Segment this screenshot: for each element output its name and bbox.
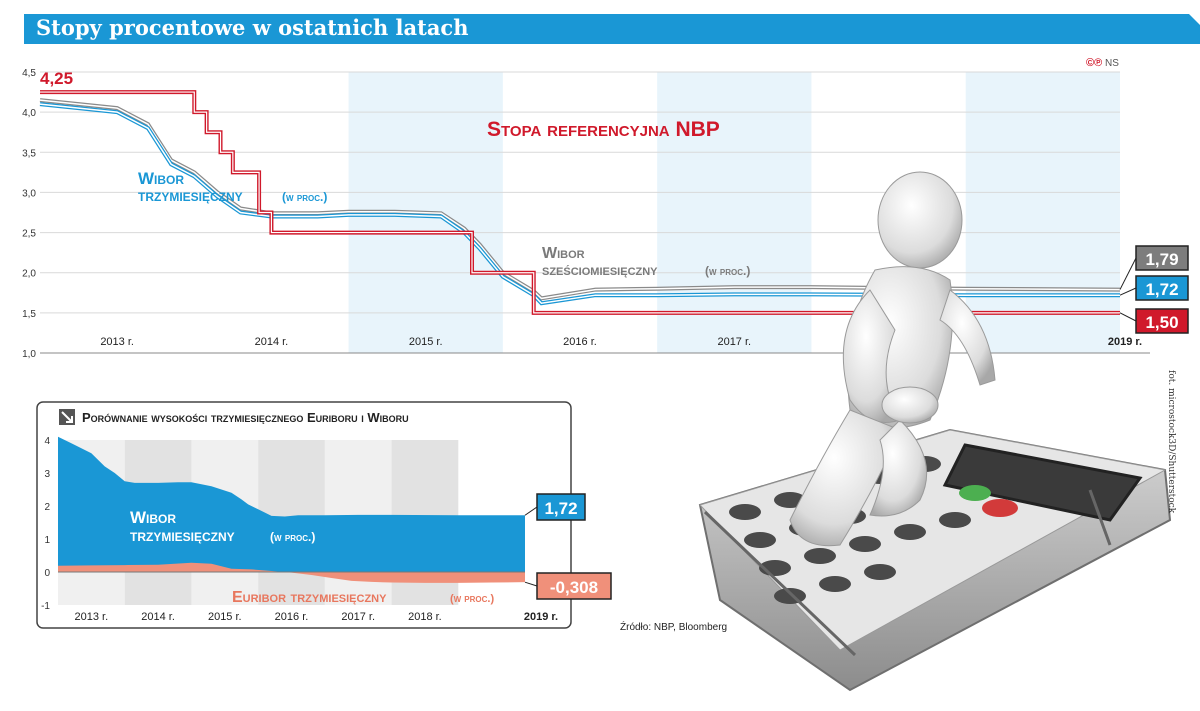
x-tick-label: 2013 r.	[100, 336, 134, 348]
title-bar: Stopy procentowe w ostatnich latach	[24, 14, 1200, 44]
x-tick-label: 2014 r.	[255, 336, 289, 348]
inset-x-tick-label: 2015 r.	[208, 611, 242, 623]
calculator-band	[1088, 489, 1112, 546]
main-year-bands	[348, 72, 1120, 353]
x-tick-label: 2019 r.	[1108, 336, 1142, 348]
credit-logo: ©℗	[1086, 57, 1103, 69]
figure	[789, 171, 996, 547]
inset-x-tick-label: 2016 r.	[275, 611, 309, 623]
inset-y-tick-label: -1	[41, 601, 50, 612]
nbp-end-label: 1,50	[1145, 313, 1178, 332]
wibor6m-label-line2: sześciomiesięczny	[542, 262, 658, 279]
figure-arm	[939, 289, 996, 386]
inset-euribor-label: Euribor trzymiesięczny	[232, 589, 387, 606]
x-tick-label: 2016 r.	[563, 336, 597, 348]
inset-y-tick-label: 3	[44, 469, 50, 480]
wibor6m-line-inner	[39, 99, 1121, 300]
wibor6m-label-line1: Wibor	[542, 245, 585, 262]
inset-areas	[58, 436, 525, 583]
year-band	[657, 72, 812, 353]
inset-wibor3m-label-line1: Wibor	[130, 508, 176, 527]
inset-wibor3m-end-box	[536, 493, 586, 521]
y-tick-label: 3,0	[22, 188, 36, 199]
inset-x-tick-label: 2018 r.	[408, 611, 442, 623]
wibor6m-end-label: 1,79	[1145, 250, 1178, 269]
main-series-lines	[39, 90, 1121, 315]
inset-x-tick-label: 2017 r.	[341, 611, 375, 623]
x-tick-label: 2015 r.	[409, 336, 443, 348]
y-tick-label: 4,5	[22, 68, 36, 79]
inset-y-tick-label: 0	[44, 568, 50, 579]
nbp-start-label: 4,25	[40, 69, 73, 88]
wibor6m-label-unit: (w proc.)	[705, 264, 750, 278]
figure-hand	[881, 386, 939, 424]
main-y-axis: 1,0 1,5 2,0 2,5 3,0 3,5 4,0 4,5	[22, 68, 36, 360]
y-tick-label: 2,0	[22, 269, 36, 280]
title-bar-shape	[24, 14, 1200, 44]
leader-line	[524, 506, 538, 516]
inset-euribor-end-label: -0,308	[550, 578, 598, 597]
inset-x-axis: 2013 r. 2014 r. 2015 r. 2016 r. 2017 r. 2018 …	[75, 611, 559, 623]
inset-euribor-label-unit: (w proc.)	[450, 593, 494, 605]
year-band	[965, 72, 1120, 353]
figure-leg	[869, 419, 928, 517]
page-title: Stopy procentowe w ostatnich latach	[36, 15, 469, 40]
inset-y-tick-label: 1	[44, 535, 50, 546]
wibor6m-end-label-box	[1135, 245, 1189, 271]
inset-y-tick-label: 4	[44, 436, 50, 447]
credit: ©℗ NS	[1086, 57, 1119, 69]
source-note: Źródło: NBP, Bloomberg	[620, 622, 728, 633]
inset-y-axis: 4 3 2 1 0 -1	[41, 436, 50, 612]
inset-wibor3m-end-label: 1,72	[544, 499, 577, 518]
photo-credit: fot. microstock3D/Shutterstock	[1166, 370, 1176, 514]
leader-line	[1119, 287, 1137, 296]
inset-x-tick-label: 2013 r.	[75, 611, 109, 623]
wibor3m-label-unit: (w proc.)	[282, 190, 327, 204]
calculator-band	[703, 510, 857, 657]
inset-x-tick-label: 2019 r.	[524, 611, 558, 623]
y-tick-label: 3,5	[22, 148, 36, 159]
calculator-display	[942, 443, 1143, 522]
inset-title: Porównanie wysokości trzymiesięcznego Eu…	[82, 410, 409, 425]
wibor3m-end-label-box	[1135, 275, 1189, 301]
wibor3m-area	[58, 436, 525, 572]
credit-author: NS	[1105, 58, 1119, 69]
inset-title-icon	[59, 409, 75, 425]
nbp-rate-line-inner	[40, 91, 1120, 314]
nbp-end-label-box	[1135, 308, 1189, 334]
inset-x-tick-label: 2014 r.	[141, 611, 175, 623]
wibor3m-label-line1: Wibor	[138, 169, 184, 188]
nbp-series-title: Stopa referencyjna NBP	[487, 118, 720, 141]
figure-leg	[789, 409, 901, 547]
inset-euribor-end-box	[536, 572, 612, 600]
leader-line	[1119, 312, 1137, 322]
wibor3m-label-line2: trzymiesięczny	[138, 186, 243, 205]
inset-wibor3m-label-line2: trzymiesięczny	[130, 526, 235, 545]
y-tick-label: 2,5	[22, 229, 36, 240]
y-tick-label: 1,5	[22, 309, 36, 320]
wibor3m-line-inner	[39, 103, 1120, 305]
wibor3m-end-label: 1,72	[1145, 280, 1178, 299]
inset-wibor3m-label-unit: (w proc.)	[270, 530, 315, 544]
x-tick-label: 2017 r.	[717, 336, 751, 348]
leader-line	[524, 581, 538, 587]
inset-y-tick-label: 2	[44, 502, 50, 513]
y-tick-label: 1,0	[22, 349, 36, 360]
y-tick-label: 4,0	[22, 108, 36, 119]
leader-line	[1119, 257, 1137, 290]
euribor3m-area	[58, 562, 525, 583]
